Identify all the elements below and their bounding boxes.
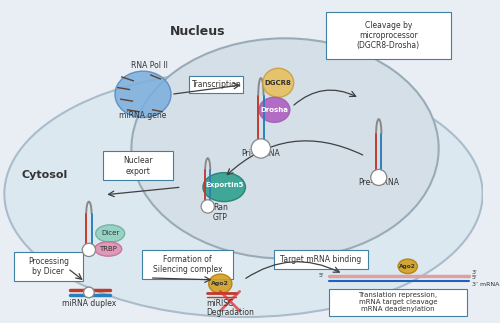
Text: 5': 5' (472, 276, 478, 280)
Ellipse shape (132, 38, 438, 259)
Ellipse shape (96, 225, 124, 242)
Text: TRBP: TRBP (100, 246, 117, 252)
Ellipse shape (259, 97, 290, 122)
Text: Ago2: Ago2 (212, 281, 229, 286)
Text: Nuclear
export: Nuclear export (124, 156, 153, 175)
Text: Exportin5: Exportin5 (205, 182, 244, 188)
Text: Pri-miRNA: Pri-miRNA (242, 149, 281, 158)
Text: Pre-miRNA: Pre-miRNA (358, 178, 400, 187)
Text: miRNA duplex: miRNA duplex (62, 299, 116, 308)
Text: Cytosol: Cytosol (22, 170, 68, 180)
Text: Degradation: Degradation (206, 307, 254, 317)
Text: Transcription: Transcription (192, 80, 242, 89)
Text: Ran
GTP: Ran GTP (213, 203, 228, 222)
Text: Ago2: Ago2 (400, 264, 416, 269)
FancyBboxPatch shape (326, 12, 451, 58)
Ellipse shape (263, 68, 294, 97)
Text: Dicer: Dicer (101, 231, 119, 236)
Text: Translation repression,
mRNA target cleavage
mRNA deadenylation: Translation repression, mRNA target clea… (358, 292, 438, 312)
FancyBboxPatch shape (330, 288, 466, 316)
Text: miRNA gene: miRNA gene (120, 110, 166, 120)
Text: Processing
by Dicer: Processing by Dicer (28, 257, 69, 276)
FancyBboxPatch shape (274, 250, 368, 269)
Text: Target mRNA binding: Target mRNA binding (280, 255, 361, 264)
Circle shape (201, 200, 214, 213)
Text: DGCR8: DGCR8 (265, 80, 291, 86)
Ellipse shape (208, 274, 232, 293)
Ellipse shape (94, 242, 122, 256)
Ellipse shape (4, 71, 482, 317)
FancyBboxPatch shape (104, 151, 173, 180)
Text: 5': 5' (319, 273, 324, 277)
FancyBboxPatch shape (190, 76, 244, 93)
Circle shape (84, 287, 94, 298)
Text: RNA Pol II: RNA Pol II (132, 61, 168, 70)
Text: 3': 3' (472, 270, 478, 275)
Text: Formation of
Silencing complex: Formation of Silencing complex (152, 255, 222, 274)
Text: 3’ mRNA: 3’ mRNA (472, 282, 499, 287)
Text: Drosha: Drosha (260, 107, 288, 113)
FancyBboxPatch shape (142, 250, 233, 279)
Text: Nucleus: Nucleus (170, 25, 226, 38)
Text: Cleavage by
microprocessor
(DGCR8-Drosha): Cleavage by microprocessor (DGCR8-Drosha… (357, 20, 420, 50)
Text: miRISC: miRISC (206, 299, 234, 308)
Ellipse shape (115, 71, 171, 118)
Circle shape (82, 243, 96, 256)
Ellipse shape (203, 172, 246, 202)
Circle shape (251, 139, 270, 158)
Circle shape (370, 170, 387, 185)
Ellipse shape (398, 259, 417, 274)
FancyBboxPatch shape (14, 252, 83, 281)
